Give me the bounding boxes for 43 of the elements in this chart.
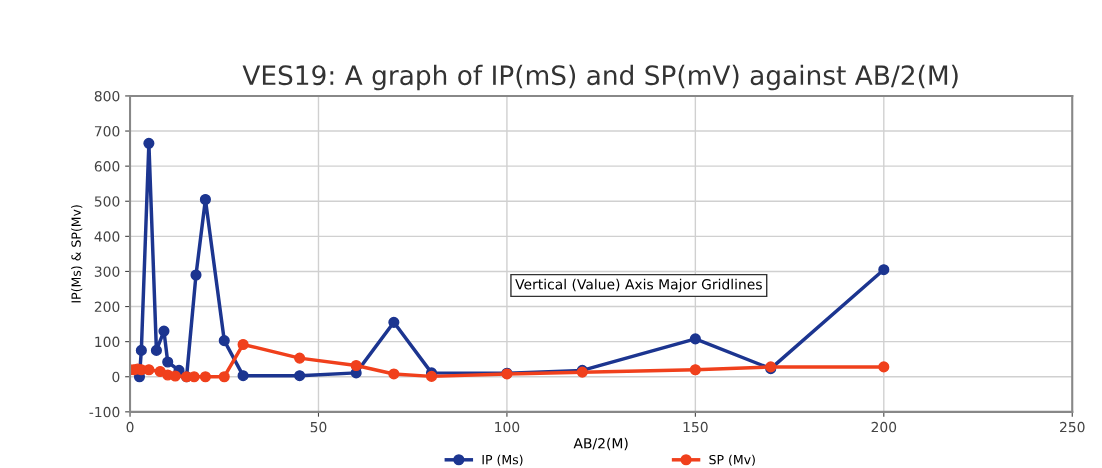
point: [150, 344, 162, 356]
point: [689, 364, 701, 376]
point: [162, 356, 174, 368]
point: [190, 269, 202, 281]
chart-title: VES19: A graph of IP(mS) and SP(mV) against AB/2(M): [242, 64, 958, 91]
point: [237, 338, 249, 351]
y-tick-label: 500: [94, 196, 120, 207]
x-tick-label: 200: [871, 421, 897, 433]
y-tick-label: 600: [94, 161, 120, 172]
point: [388, 368, 400, 380]
point: [294, 370, 306, 382]
y-tick-label: 100: [95, 336, 120, 348]
point: [350, 359, 362, 372]
y-tick-label: 0: [112, 371, 120, 383]
point: [237, 370, 249, 382]
x-tick-label: 250: [1060, 421, 1085, 433]
point: [218, 371, 230, 383]
point: [158, 325, 170, 337]
point: [143, 137, 155, 149]
point: [878, 264, 890, 276]
point: [689, 333, 701, 345]
legend-label: SP (Mv): [709, 454, 755, 466]
x-tick-label: 50: [310, 421, 327, 433]
y-tick-label: 700: [94, 126, 120, 137]
y-tick-label: 800: [94, 90, 120, 102]
x-tick-label: 150: [683, 421, 708, 433]
x-tick-label: 0: [126, 421, 134, 433]
x-axis-title: AB/2(M): [573, 437, 628, 451]
point: [878, 361, 890, 373]
point: [294, 352, 306, 364]
annotation: Vertical (Value) Axis Major Gridlines: [515, 278, 762, 293]
point: [199, 193, 211, 206]
point: [388, 316, 400, 328]
point: [199, 371, 211, 383]
point: [218, 335, 230, 347]
y-tick-label: -100: [89, 406, 120, 418]
legend-label: IP (Ms): [482, 454, 523, 466]
point: [135, 344, 147, 356]
y-axis-title: IP(Ms) & SP(Mv): [71, 205, 83, 303]
y-tick-label: 400: [94, 231, 120, 242]
y-tick-label: 200: [94, 301, 120, 313]
x-tick-label: 100: [495, 421, 520, 433]
y-tick-label: 300: [94, 266, 120, 277]
